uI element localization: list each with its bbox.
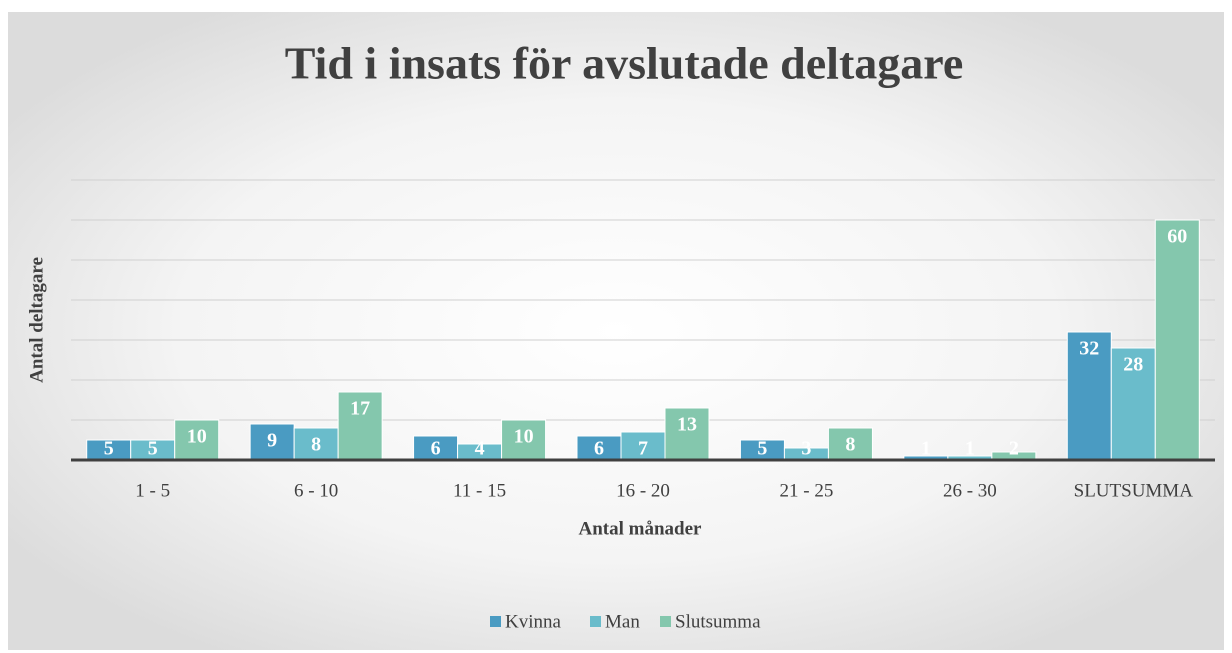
data-label: 8 — [845, 434, 855, 456]
data-label: 7 — [638, 438, 648, 460]
x-tick-label: SLUTSUMMA — [1074, 480, 1194, 501]
chart-background — [8, 12, 1224, 650]
data-label: 10 — [514, 426, 534, 448]
x-tick-label: 11 - 15 — [453, 480, 506, 501]
x-tick-label: 1 - 5 — [135, 480, 170, 501]
legend-swatch — [660, 616, 671, 627]
bar — [1154, 219, 1200, 461]
data-label: 3 — [801, 438, 811, 460]
data-label: 2 — [1009, 438, 1019, 460]
x-axis-title: Antal månader — [579, 518, 703, 539]
data-label: 17 — [350, 398, 370, 420]
legend-label: Slutsumma — [675, 611, 761, 632]
data-label: 5 — [757, 438, 767, 460]
chart-title: Tid i insats för avslutade deltagare — [285, 38, 964, 89]
data-label: 1 — [921, 438, 931, 460]
bar — [620, 431, 666, 461]
data-label: 5 — [104, 438, 114, 460]
data-label: 13 — [677, 414, 697, 436]
legend-label: Man — [605, 611, 640, 632]
data-label: 9 — [267, 430, 277, 452]
legend-swatch — [590, 616, 601, 627]
legend-label: Kvinna — [505, 611, 562, 632]
y-axis-title: Antal deltagare — [26, 257, 47, 383]
legend-swatch — [490, 616, 501, 627]
data-label: 28 — [1123, 354, 1143, 376]
bar — [1066, 331, 1112, 461]
bar — [501, 419, 547, 461]
data-label: 8 — [311, 434, 321, 456]
bar — [827, 427, 873, 461]
bar — [664, 407, 710, 461]
bar — [576, 435, 622, 461]
x-tick-label: 21 - 25 — [780, 480, 834, 501]
data-label: 60 — [1167, 226, 1187, 248]
data-label: 6 — [431, 438, 441, 460]
data-label: 10 — [187, 426, 207, 448]
data-label: 32 — [1079, 338, 1099, 360]
x-tick-label: 6 - 10 — [294, 480, 338, 501]
bar — [337, 391, 383, 461]
x-tick-label: 16 - 20 — [616, 480, 670, 501]
data-label: 6 — [594, 438, 604, 460]
x-tick-label: 26 - 30 — [943, 480, 997, 501]
bar — [1110, 347, 1156, 461]
data-label: 4 — [475, 438, 485, 460]
data-label: 1 — [965, 438, 975, 460]
data-label: 5 — [148, 438, 158, 460]
